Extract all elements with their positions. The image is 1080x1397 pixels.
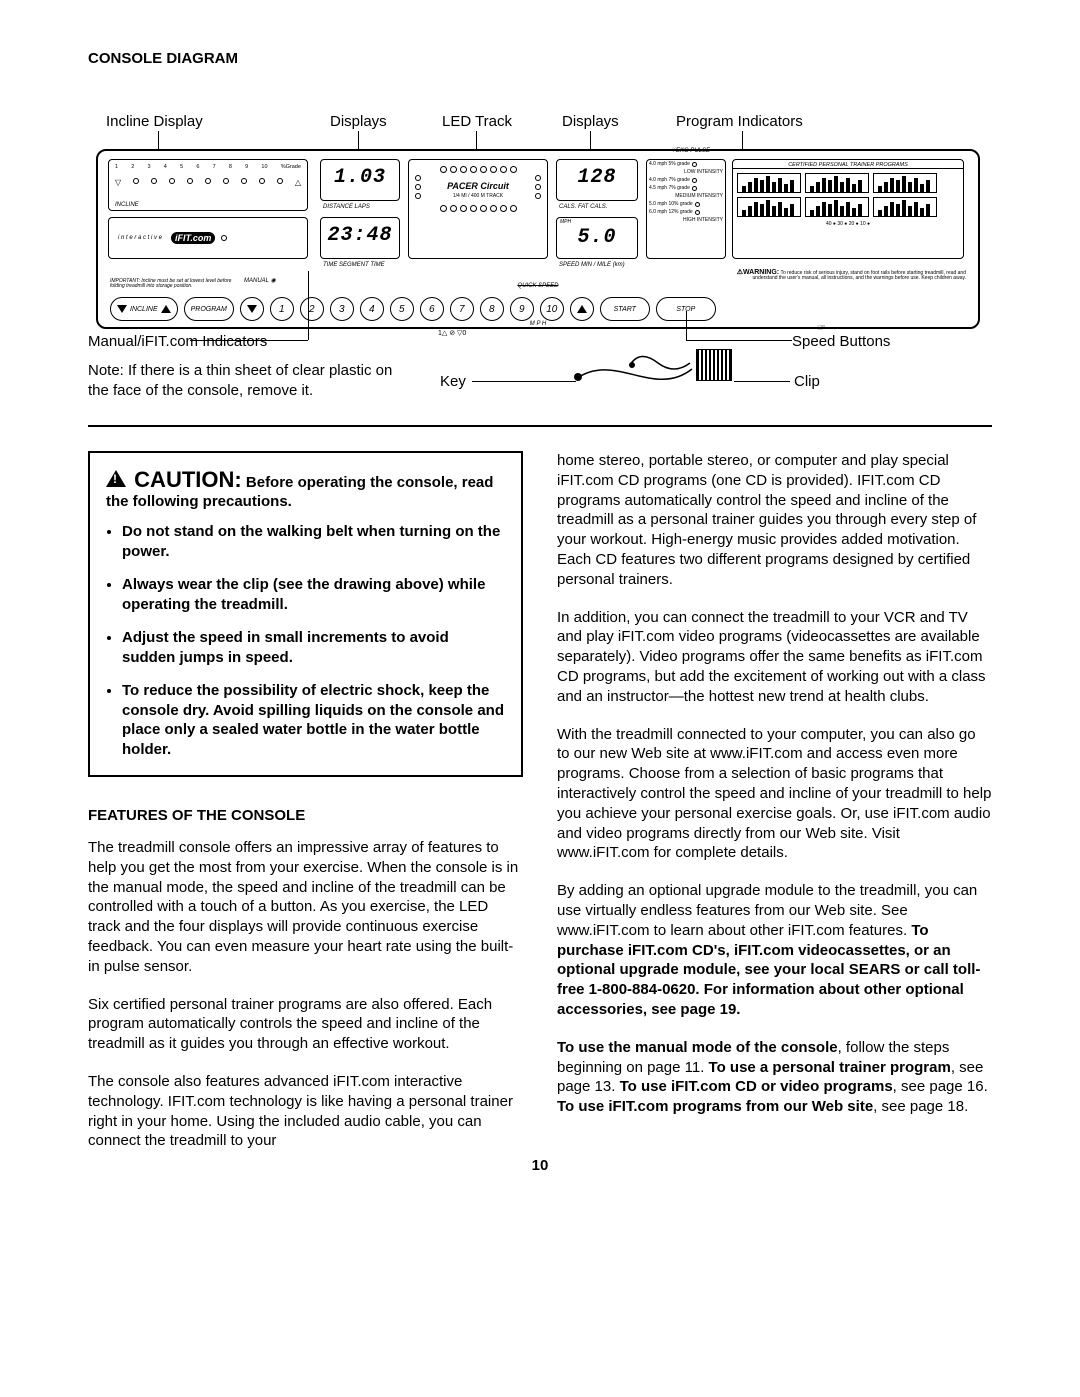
caution-box: CAUTION: Before operating the console, r… [88, 451, 523, 777]
mini-icons: 1△ ⊘ ▽0 [438, 329, 466, 337]
incline-button[interactable]: INCLINE [110, 297, 178, 321]
body-para: The treadmill console offers an impressi… [88, 838, 523, 977]
speed-3[interactable]: 3 [330, 297, 354, 321]
speed-5[interactable]: 5 [390, 297, 414, 321]
label-led-track: LED Track [442, 113, 512, 130]
caution-list: Do not stand on the walking belt when tu… [106, 522, 505, 759]
ifit-logo: iFIT.com [171, 232, 215, 244]
quick-speed-label: QUICK SPEED [517, 283, 558, 289]
note-plastic: Note: If there is a thin sheet of clear … [88, 361, 408, 400]
diagram-area: Incline Display Displays LED Track Displ… [88, 81, 992, 421]
panel-row: ♡EKG PULSE 1 2 3 4 5 6 7 8 9 10 %Grade [108, 159, 968, 267]
key-graphic [696, 349, 732, 381]
left-column: CAUTION: Before operating the console, r… [88, 451, 523, 1151]
console-outline: ♡EKG PULSE 1 2 3 4 5 6 7 8 9 10 %Grade [96, 149, 980, 329]
incline-sublabel: INCLINE [115, 202, 139, 208]
manual-label: MANUAL ◉ [244, 277, 276, 284]
divider [88, 425, 992, 427]
incline-dots: ▽ △ [115, 178, 301, 187]
console-diagram-heading: CONSOLE DIAGRAM [88, 50, 992, 67]
page: CONSOLE DIAGRAM Incline Display Displays… [0, 0, 1080, 1397]
right-column: home stereo, portable stereo, or compute… [557, 451, 992, 1151]
leader [686, 311, 687, 340]
ifit-box: i n t e r a c t i v e iFIT.com [108, 217, 308, 259]
body-para: To use the manual mode of the console, f… [557, 1038, 992, 1117]
speed-display: MPH 5.0 SPEED MIN / MILE (km) [556, 217, 638, 259]
warning-strip: ⚠WARNING: To reduce risk of serious inju… [736, 269, 966, 281]
intensity-box: 4.0 mph 5% grade LOW INTENSITY 4.0 mph 7… [646, 159, 726, 259]
warning-icon [106, 470, 126, 487]
label-clip: Clip [794, 373, 820, 390]
caution-item: Adjust the speed in small increments to … [122, 628, 505, 667]
label-incline-display: Incline Display [106, 113, 203, 130]
distance-display: 1.03 DISTANCE LAPS [320, 159, 400, 201]
speed-10[interactable]: 10 [540, 297, 564, 321]
body-para: home stereo, portable stereo, or compute… [557, 451, 992, 590]
speed-2[interactable]: 2 [300, 297, 324, 321]
speed-1[interactable]: 1 [270, 297, 294, 321]
body-para: In addition, you can connect the treadmi… [557, 608, 992, 707]
time-display: 23:48 TIME SEGMENT TIME [320, 217, 400, 259]
speed-4[interactable]: 4 [360, 297, 384, 321]
leader [686, 340, 792, 341]
body-columns: CAUTION: Before operating the console, r… [88, 451, 992, 1151]
leader [308, 271, 309, 340]
speed-9[interactable]: 9 [510, 297, 534, 321]
led-track-box: PACER Circuit 1/4 MI / 400 M TRACK [408, 159, 548, 259]
label-program-indicators: Program Indicators [676, 113, 803, 130]
led-row-top [409, 166, 547, 173]
body-para: By adding an optional upgrade module to … [557, 881, 992, 1020]
leader [734, 381, 790, 382]
body-para: Six certified personal trainer programs … [88, 995, 523, 1054]
incline-marks: 1 2 3 4 5 6 7 8 9 10 %Grade [115, 164, 301, 170]
led-row-bottom [409, 205, 547, 212]
caution-item: Do not stand on the walking belt when tu… [122, 522, 505, 561]
label-manual-ifit: Manual/iFIT.com Indicators [88, 333, 267, 350]
speed-6[interactable]: 6 [420, 297, 444, 321]
program-button[interactable]: PROGRAM [184, 297, 234, 321]
program-indicator-box: CERTIFIED PERSONAL TRAINER PROGRAMS 40 ●… [732, 159, 964, 259]
caution-item: To reduce the possibility of electric sh… [122, 681, 505, 759]
speed-up-button[interactable] [570, 297, 594, 321]
label-key: Key [440, 373, 466, 390]
label-speed-buttons: Speed Buttons [792, 333, 890, 350]
caution-item: Always wear the clip (see the drawing ab… [122, 575, 505, 614]
body-para: The console also features advanced iFIT.… [88, 1072, 523, 1151]
incline-display-box: 1 2 3 4 5 6 7 8 9 10 %Grade ▽ [108, 159, 308, 211]
body-para: With the treadmill connected to your com… [557, 725, 992, 864]
incline-note: IMPORTANT: Incline must be set at lowest… [110, 279, 240, 289]
speed-8[interactable]: 8 [480, 297, 504, 321]
mph-label: M P H [530, 321, 546, 327]
cals-display: 128 CALS. FAT CALS. [556, 159, 638, 201]
speed-7[interactable]: 7 [450, 297, 474, 321]
label-displays-1: Displays [330, 113, 387, 130]
caution-title: CAUTION: [134, 467, 242, 492]
start-button[interactable]: START [600, 297, 650, 321]
label-displays-2: Displays [562, 113, 619, 130]
features-heading: FEATURES OF THE CONSOLE [88, 807, 523, 824]
page-number: 10 [88, 1157, 992, 1174]
speed-down-button[interactable] [240, 297, 264, 321]
program-charts [733, 169, 963, 221]
ekg-label: ♡EKG PULSE [671, 147, 710, 154]
